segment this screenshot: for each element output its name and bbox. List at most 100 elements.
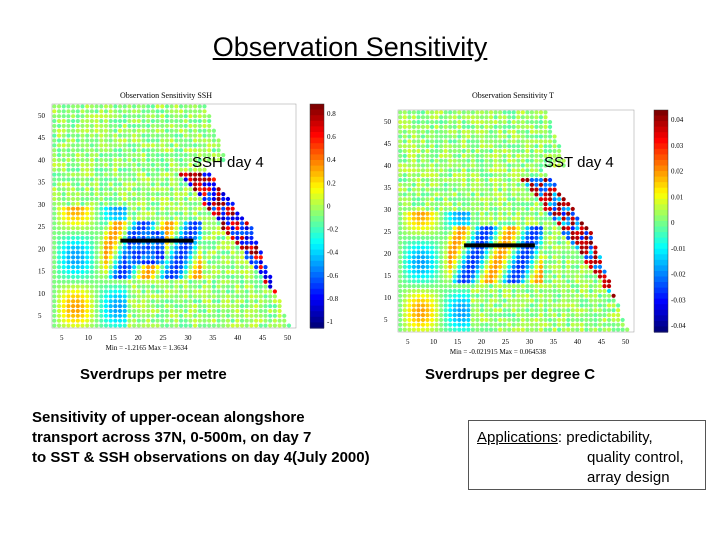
grid-point	[466, 317, 471, 323]
grid-point	[239, 260, 245, 265]
grid-point	[439, 322, 444, 327]
grid-point	[498, 139, 503, 144]
grid-point	[113, 308, 118, 314]
grid-point	[529, 230, 534, 236]
grid-point	[484, 226, 489, 231]
grid-point	[416, 202, 421, 207]
grid-point	[547, 230, 553, 236]
grid-point	[249, 255, 254, 260]
grid-point	[174, 172, 179, 177]
grid-point	[61, 274, 66, 279]
grid-point	[457, 327, 462, 332]
grid-point	[61, 250, 66, 255]
grid-point	[141, 265, 146, 270]
grid-point	[113, 172, 118, 177]
grid-point	[570, 279, 575, 284]
grid-point	[85, 255, 90, 260]
grid-point	[507, 293, 512, 298]
grid-point	[122, 226, 127, 231]
grid-point	[443, 202, 448, 207]
grid-point	[117, 187, 123, 192]
grid-point	[448, 298, 453, 303]
grid-point	[193, 279, 198, 284]
grid-point	[160, 211, 165, 216]
grid-point	[249, 323, 254, 328]
grid-point	[584, 240, 589, 245]
grid-point	[579, 235, 584, 240]
grid-point	[71, 289, 76, 294]
grid-point	[416, 279, 421, 284]
grid-point	[484, 274, 489, 279]
grid-point	[575, 322, 580, 327]
grid-point	[543, 211, 548, 216]
grid-point	[80, 153, 85, 158]
grid-point	[127, 172, 132, 177]
grid-point	[66, 269, 71, 275]
grid-point	[61, 133, 66, 138]
grid-point	[211, 265, 216, 270]
grid-point	[174, 123, 179, 129]
grid-point	[498, 255, 503, 260]
grid-point	[117, 162, 123, 167]
grid-point	[75, 201, 80, 206]
x-tick-label: 5	[60, 334, 64, 342]
grid-point	[221, 240, 226, 245]
grid-point	[466, 303, 471, 308]
grid-point	[534, 134, 539, 139]
grid-point	[584, 259, 589, 265]
grid-point	[443, 313, 448, 318]
grid-point	[169, 294, 174, 299]
grid-point	[211, 303, 216, 309]
grid-point	[52, 157, 57, 163]
grid-point	[103, 187, 109, 192]
grid-point	[547, 269, 553, 274]
grid-point	[529, 129, 534, 134]
grid-point	[407, 197, 412, 202]
grid-point	[244, 274, 249, 279]
grid-point	[516, 115, 521, 120]
grid-point	[525, 279, 530, 284]
grid-point	[99, 118, 104, 124]
grid-point	[155, 250, 160, 255]
grid-point	[141, 114, 146, 119]
grid-point	[80, 109, 85, 114]
grid-point	[85, 284, 90, 289]
grid-point	[552, 139, 557, 144]
grid-point	[579, 288, 584, 294]
grid-point	[525, 284, 530, 289]
colorbar-swatch	[310, 154, 324, 161]
grid-point	[71, 255, 76, 260]
grid-point	[150, 299, 155, 304]
grid-point	[207, 308, 212, 314]
grid-point	[434, 313, 439, 318]
grid-point	[136, 265, 141, 270]
grid-point	[56, 167, 62, 172]
grid-point	[516, 230, 521, 236]
grid-point	[511, 158, 516, 163]
grid-point	[85, 313, 90, 318]
grid-point	[132, 153, 137, 158]
grid-point	[141, 230, 146, 236]
grid-point	[425, 216, 430, 221]
grid-point	[434, 279, 439, 284]
grid-point	[411, 245, 416, 250]
grid-point	[263, 265, 268, 270]
grid-point	[511, 115, 516, 120]
grid-point	[150, 294, 155, 299]
grid-point	[538, 317, 544, 323]
grid-point	[498, 211, 503, 216]
grid-point	[61, 118, 66, 124]
grid-point	[141, 299, 146, 304]
grid-point	[461, 192, 466, 197]
grid-point	[525, 158, 530, 163]
grid-point	[584, 284, 589, 289]
grid-point	[557, 303, 562, 308]
grid-point	[466, 115, 471, 120]
grid-point	[398, 110, 403, 115]
grid-point	[534, 245, 539, 250]
grid-point	[94, 143, 99, 148]
grid-point	[150, 318, 155, 323]
grid-point	[411, 192, 416, 197]
grid-point	[66, 221, 71, 226]
grid-point	[71, 148, 76, 153]
